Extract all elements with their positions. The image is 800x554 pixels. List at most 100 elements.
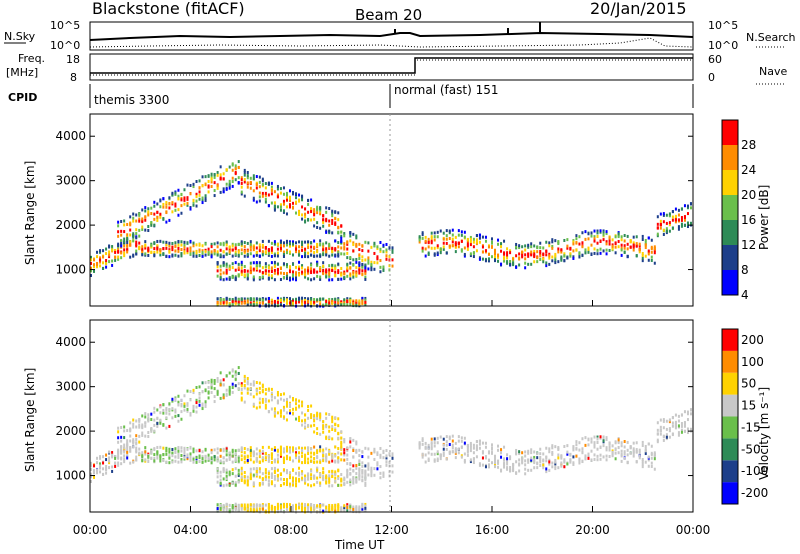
power-scatter-points — [90, 160, 692, 308]
velocity-point — [222, 393, 225, 397]
velocity-point — [295, 506, 298, 510]
power-point — [337, 211, 340, 215]
power-point — [364, 269, 367, 273]
power-point — [385, 248, 388, 252]
velocity-point — [298, 506, 301, 510]
velocity-point — [267, 506, 270, 510]
velocity-point — [267, 387, 270, 391]
power-point — [159, 199, 162, 203]
power-point — [641, 253, 644, 257]
velocity-point — [298, 404, 301, 408]
power-point — [343, 272, 346, 276]
power-point — [358, 242, 361, 246]
cpid-label: CPID — [8, 91, 37, 104]
power-point — [243, 249, 246, 253]
power-point — [276, 193, 279, 197]
power-point — [240, 252, 243, 256]
velocity-point — [388, 464, 391, 468]
velocity-point — [677, 424, 680, 428]
power-point — [466, 237, 469, 241]
velocity-point — [346, 448, 349, 452]
velocity-point — [584, 454, 587, 458]
velocity-point — [270, 395, 273, 399]
power-point — [180, 240, 183, 244]
power-point — [298, 251, 301, 255]
velocity-point — [255, 452, 258, 456]
power-point — [108, 250, 111, 254]
power-point — [451, 228, 454, 232]
velocity-point — [641, 462, 644, 466]
power-point — [285, 198, 288, 202]
power-point — [126, 233, 129, 237]
power-point — [219, 297, 222, 301]
velocity-point — [638, 456, 641, 460]
velocity-point — [575, 443, 578, 447]
power-point — [337, 298, 340, 302]
power-point — [358, 253, 361, 257]
velocity-point — [279, 397, 282, 401]
velocity-point — [481, 441, 484, 445]
velocity-point — [337, 475, 340, 479]
power-point — [626, 247, 629, 251]
power-point — [322, 264, 325, 268]
power-point — [123, 254, 126, 258]
power-point — [433, 231, 436, 235]
velocity-point — [292, 448, 295, 452]
velocity-point — [174, 414, 177, 418]
power-point — [192, 251, 195, 255]
power-point — [273, 265, 276, 269]
velocity-point — [346, 475, 349, 479]
power-point — [340, 239, 343, 243]
velocity-point — [563, 458, 566, 462]
power-point — [298, 245, 301, 249]
power-point — [472, 255, 475, 259]
power-point — [641, 256, 644, 260]
power-point — [261, 243, 264, 247]
velocity-point — [249, 454, 252, 458]
power-point — [478, 233, 481, 237]
power-point — [198, 190, 201, 194]
velocity-point — [90, 479, 92, 483]
velocity-point — [370, 451, 373, 455]
power-point — [623, 250, 626, 254]
velocity-point — [307, 446, 310, 450]
power-point — [445, 251, 448, 255]
velocity-point — [237, 459, 240, 463]
colorbar-swatch — [722, 329, 738, 351]
velocity-point — [554, 445, 557, 449]
power-point — [442, 247, 445, 251]
velocity-point — [584, 443, 587, 447]
velocity-point — [301, 454, 304, 458]
velocity-point — [198, 396, 201, 400]
power-point — [234, 250, 237, 254]
velocity-point — [451, 443, 454, 447]
power-point — [503, 239, 506, 243]
velocity-point — [177, 452, 180, 456]
power-point — [623, 239, 626, 243]
velocity-point — [243, 400, 246, 404]
power-point — [292, 240, 295, 244]
velocity-point — [219, 507, 222, 511]
power-point — [195, 179, 198, 183]
velocity-point — [349, 440, 352, 444]
power-point — [596, 234, 599, 238]
velocity-point — [572, 448, 575, 452]
power-point — [337, 262, 340, 266]
power-point — [114, 258, 117, 262]
power-point — [358, 262, 361, 266]
velocity-point — [153, 418, 156, 422]
power-point — [340, 303, 343, 307]
power-point — [228, 183, 231, 187]
velocity-point — [270, 447, 273, 451]
power-point — [614, 241, 617, 245]
velocity-point — [102, 455, 105, 459]
velocity-point — [322, 478, 325, 482]
power-point — [267, 193, 270, 197]
power-point — [117, 224, 120, 228]
power-point — [246, 170, 249, 174]
velocity-point — [382, 449, 385, 453]
power-point — [279, 244, 282, 248]
velocity-point — [325, 416, 328, 420]
power-point — [665, 213, 668, 217]
velocity-point — [246, 391, 249, 395]
